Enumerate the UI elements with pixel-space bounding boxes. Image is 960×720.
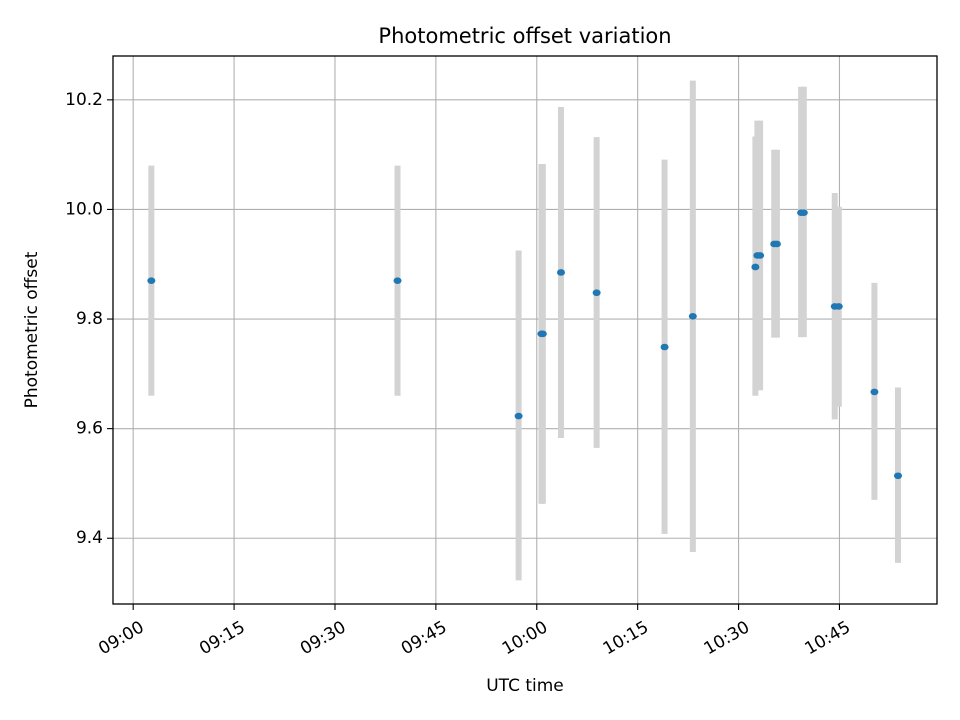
- chart-title: Photometric offset variation: [378, 24, 671, 48]
- data-point: [756, 252, 765, 259]
- data-point: [751, 263, 760, 271]
- data-point: [514, 412, 523, 420]
- data-point: [834, 303, 843, 310]
- data-point: [688, 313, 697, 320]
- data-point: [147, 277, 156, 284]
- y-axis-ticks: 9.4 9.6 9.8 10.0 10.2: [65, 90, 113, 548]
- y-tick-label: 9.6: [76, 419, 103, 439]
- data-point: [870, 388, 879, 396]
- data-points: [147, 209, 902, 480]
- data-point: [556, 269, 565, 276]
- data-point: [799, 209, 808, 217]
- data-point: [592, 289, 601, 297]
- data-point: [660, 343, 669, 351]
- y-tick-label: 10.0: [65, 199, 103, 219]
- data-point: [538, 330, 547, 338]
- plot-frame: [112, 55, 938, 605]
- y-tick-label: 10.2: [65, 90, 103, 110]
- y-axis-label: Photometric offset: [22, 251, 42, 408]
- data-point: [893, 472, 902, 480]
- x-axis-label: UTC time: [486, 676, 564, 696]
- data-point: [772, 240, 781, 248]
- y-tick-label: 9.4: [76, 528, 103, 548]
- data-point: [393, 277, 402, 284]
- y-tick-label: 9.8: [76, 309, 103, 329]
